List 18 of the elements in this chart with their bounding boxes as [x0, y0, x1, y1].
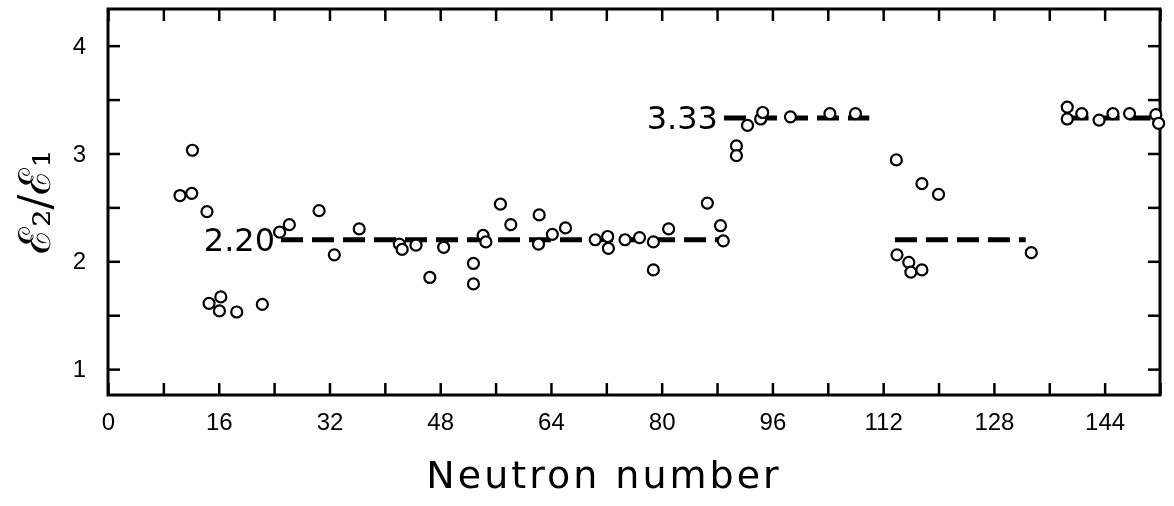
y-tick-label: 2 [72, 247, 86, 275]
x-tick-label: 48 [427, 408, 455, 436]
x-tick-label: 64 [538, 408, 565, 436]
x-tick-label: 32 [316, 408, 344, 436]
x-tick-label: 112 [864, 408, 903, 436]
x-tick-label: 0 [101, 408, 116, 436]
y-tick-label: 1 [72, 355, 86, 383]
y-axis-title: ℰ₂/ℰ₁ [9, 149, 60, 255]
x-tick-label: 128 [974, 408, 1015, 436]
x-tick-label: 16 [205, 408, 233, 436]
x-axis-title: Neutron number [426, 453, 782, 497]
x-tick-label: 144 [1085, 408, 1126, 436]
y-tick-label: 4 [72, 31, 86, 59]
x-tick-label: 80 [648, 408, 676, 436]
x-tick-label: 96 [759, 408, 787, 436]
y-tick-label: 3 [72, 139, 86, 167]
annotation: 2.20 [203, 220, 276, 259]
annotation: 3.33 [646, 98, 718, 137]
